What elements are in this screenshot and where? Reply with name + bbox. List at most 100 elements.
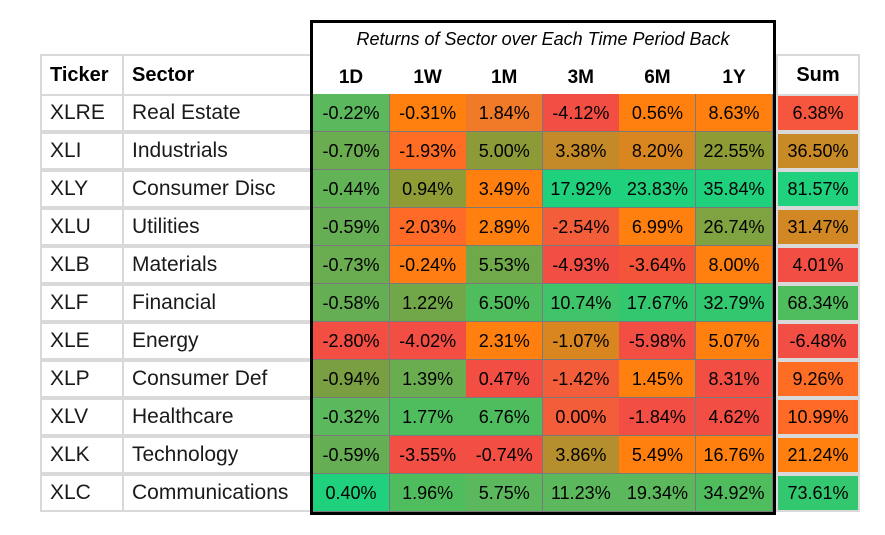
return-cell: 17.67% [619, 284, 697, 322]
return-cell: -1.93% [389, 132, 467, 170]
table-row: XLC Communications 73.61% [40, 474, 860, 512]
table-row: XLV Healthcare 10.99% [40, 398, 860, 436]
ticker-cell: XLY [42, 172, 122, 206]
return-cell: -1.84% [619, 398, 697, 436]
return-cell: 2.89% [466, 208, 544, 246]
return-cell: -3.64% [619, 246, 697, 284]
period-header: 1Y [722, 67, 746, 88]
return-cell: 22.55% [696, 132, 774, 170]
return-cell: -1.42% [542, 360, 620, 398]
period-header: 1W [413, 67, 442, 88]
sector-cell: Utilities [124, 210, 310, 244]
return-cell: 1.77% [389, 398, 467, 436]
sum-cell: 10.99% [778, 400, 858, 434]
table-row: XLU Utilities 31.47% [40, 208, 860, 246]
table-row: XLRE Real Estate 6.38% [40, 94, 860, 132]
sum-cell: 81.57% [778, 172, 858, 206]
sum-cell: 68.34% [778, 286, 858, 320]
return-cell: 6.99% [619, 208, 697, 246]
table-row: XLE Energy -6.48% [40, 322, 860, 360]
return-cell: 26.74% [696, 208, 774, 246]
sector-cell: Real Estate [124, 96, 310, 130]
sum-header: Sum [778, 56, 858, 94]
sum-cell: 73.61% [778, 476, 858, 510]
ticker-cell: XLP [42, 362, 122, 396]
return-cell: -1.07% [542, 322, 620, 360]
return-cell: -0.59% [313, 208, 391, 246]
sector-cell: Technology [124, 438, 310, 472]
return-cell: 5.53% [466, 246, 544, 284]
ticker-cell: XLU [42, 210, 122, 244]
return-cell: -0.22% [313, 94, 391, 132]
period-header: 3M [567, 67, 594, 88]
return-cell: -0.94% [313, 360, 391, 398]
return-cell: -4.12% [542, 94, 620, 132]
return-cell: 3.38% [542, 132, 620, 170]
sector-cell: Industrials [124, 134, 310, 168]
period-header: 1M [490, 67, 518, 88]
ticker-cell: XLE [42, 324, 122, 358]
returns-heatmap: Returns of Sector over Each Time Period … [310, 20, 776, 515]
return-cell: 0.94% [389, 170, 467, 208]
return-cell: -3.55% [389, 436, 467, 474]
return-cell: -2.80% [313, 322, 391, 360]
ticker-cell: XLRE [42, 96, 122, 130]
return-cell: 5.49% [619, 436, 697, 474]
sum-cell: 21.24% [778, 438, 858, 472]
period-header: 6M [644, 67, 671, 88]
ticker-cell: XLI [42, 134, 122, 168]
return-cell: 1.45% [619, 360, 697, 398]
return-cell: 0.56% [619, 94, 697, 132]
return-cell: 8.63% [696, 94, 774, 132]
sector-cell: Financial [124, 286, 310, 320]
return-cell: 10.74% [542, 284, 620, 322]
ticker-cell: XLC [42, 476, 122, 510]
table-row: XLF Financial 68.34% [40, 284, 860, 322]
return-cell: 1.96% [389, 474, 467, 512]
return-cell: 0.00% [542, 398, 620, 436]
sector-cell: Consumer Disc [124, 172, 310, 206]
return-cell: 32.79% [696, 284, 774, 322]
sum-cell: 31.47% [778, 210, 858, 244]
sum-cell: -6.48% [778, 324, 858, 358]
return-cell: 3.49% [466, 170, 544, 208]
left-table-background [40, 54, 312, 512]
return-cell: -0.32% [313, 398, 391, 436]
ticker-cell: XLB [42, 248, 122, 282]
period-header: 1D [338, 67, 364, 88]
sector-cell: Materials [124, 248, 310, 282]
return-cell: 34.92% [696, 474, 774, 512]
return-cell: 5.07% [696, 322, 774, 360]
return-cell: 2.31% [466, 322, 544, 360]
sector-cell: Energy [124, 324, 310, 358]
return-cell: 0.47% [466, 360, 544, 398]
return-cell: 11.23% [542, 474, 620, 512]
return-cell: -2.03% [389, 208, 467, 246]
ticker-header: Ticker [42, 56, 122, 94]
return-cell: -5.98% [619, 322, 697, 360]
return-cell: -0.74% [466, 436, 544, 474]
return-cell: -0.31% [389, 94, 467, 132]
table-row: XLB Materials 4.01% [40, 246, 860, 284]
return-cell: 3.86% [542, 436, 620, 474]
sum-cell: 4.01% [778, 248, 858, 282]
ticker-cell: XLK [42, 438, 122, 472]
return-cell: 8.31% [696, 360, 774, 398]
ticker-cell: XLF [42, 286, 122, 320]
return-cell: -0.59% [313, 436, 391, 474]
table-row: XLP Consumer Def 9.26% [40, 360, 860, 398]
sector-cell: Consumer Def [124, 362, 310, 396]
sector-cell: Healthcare [124, 400, 310, 434]
return-cell: 35.84% [696, 170, 774, 208]
return-cell: -4.93% [542, 246, 620, 284]
return-cell: -0.58% [313, 284, 391, 322]
return-cell: 23.83% [619, 170, 697, 208]
return-cell: 5.75% [466, 474, 544, 512]
return-cell: 16.76% [696, 436, 774, 474]
return-cell: -0.73% [313, 246, 391, 284]
table-row: XLK Technology 21.24% [40, 436, 860, 474]
return-cell: 1.84% [466, 94, 544, 132]
sum-cell: 6.38% [778, 96, 858, 130]
return-cell: 1.22% [389, 284, 467, 322]
sector-cell: Communications [124, 476, 310, 510]
